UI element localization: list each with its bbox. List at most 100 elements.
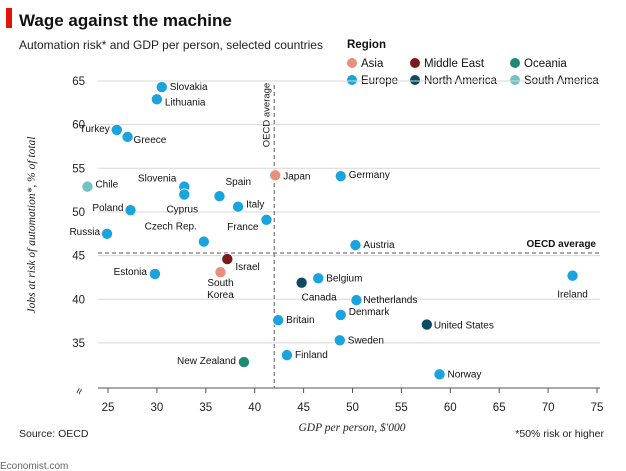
point-label-france: France <box>227 222 259 233</box>
point-italy: Italy <box>232 200 264 213</box>
legend-label-middle-east: Middle East <box>424 58 485 70</box>
point-label-sweden: Sweden <box>348 335 384 346</box>
oecd-reference-lines: OECD average OECD average <box>98 83 600 388</box>
y-tick-label-45: 45 <box>72 251 85 263</box>
y-tick-label-55: 55 <box>72 163 85 175</box>
point-marker-canada <box>295 276 308 289</box>
point-label-cyprus: Cyprus <box>166 204 198 215</box>
point-marker-sweden <box>333 334 346 347</box>
gridlines <box>98 80 600 389</box>
point-marker-poland <box>124 204 137 217</box>
point-france: France <box>227 213 273 233</box>
point-label-belgium: Belgium <box>326 273 362 284</box>
point-poland: Poland <box>92 203 137 217</box>
axis-break-symbol: ≈ <box>73 386 86 396</box>
chart-subtitle: Automation risk* and GDP per person, sel… <box>19 38 323 52</box>
point-south-korea: South Korea <box>207 266 234 301</box>
legend-swatch-middle-east <box>410 58 420 68</box>
title-accent-bar <box>6 8 12 28</box>
point-marker-czech-rep <box>197 235 210 248</box>
chart-title: Wage against the machine <box>19 11 232 30</box>
legend-label-asia: Asia <box>361 58 384 70</box>
point-label-canada: Canada <box>302 293 337 304</box>
point-russia: Russia <box>69 227 114 240</box>
legend-swatch-europe <box>347 75 357 85</box>
point-label-japan: Japan <box>283 171 310 182</box>
point-britain: Britain <box>272 314 315 326</box>
y-tick-label-50: 50 <box>72 207 85 219</box>
point-label-poland: Poland <box>92 203 123 214</box>
point-germany: Germany <box>334 170 390 183</box>
x-tick-label-50: 50 <box>346 402 359 414</box>
point-czech-rep: Czech Rep. <box>145 222 210 248</box>
point-ireland: Ireland <box>557 269 588 301</box>
point-turkey: Turkey <box>80 124 123 136</box>
point-marker-ireland <box>566 269 579 282</box>
point-label-new-zealand: New Zealand <box>177 356 236 367</box>
legend-swatch-south-america <box>510 75 520 85</box>
point-marker-cyprus <box>178 188 191 201</box>
point-marker-finland <box>280 349 293 362</box>
point-label-lithuania: Lithuania <box>165 97 206 108</box>
point-greece: Greece <box>121 130 167 146</box>
point-label-finland: Finland <box>295 350 328 361</box>
point-marker-germany <box>334 170 347 183</box>
point-label-israel: Israel <box>235 262 259 273</box>
point-label-britain: Britain <box>286 315 314 326</box>
point-norway: Norway <box>433 368 481 381</box>
point-label-czech-rep: Czech Rep. <box>145 222 197 233</box>
legend-swatch-asia <box>347 58 357 68</box>
point-estonia: Estonia <box>114 267 161 280</box>
point-marker-austria <box>349 239 362 252</box>
point-new-zealand: New Zealand <box>177 356 250 369</box>
x-tick-label-65: 65 <box>493 402 506 414</box>
point-marker-norway <box>433 368 446 381</box>
point-marker-estonia <box>148 267 161 280</box>
point-marker-greece <box>121 130 134 143</box>
x-tick-label-35: 35 <box>199 402 212 414</box>
point-label-spain: Spain <box>225 177 251 188</box>
point-label-estonia: Estonia <box>114 267 148 278</box>
point-marker-denmark <box>334 308 347 321</box>
x-tick-label-40: 40 <box>248 402 261 414</box>
brand-watermark: Economist.com <box>0 461 68 471</box>
point-marker-spain <box>213 190 226 203</box>
point-label-austria: Austria <box>363 240 395 251</box>
oecd-average-horizontal-label: OECD average <box>527 239 597 250</box>
point-marker-netherlands <box>350 294 363 307</box>
point-marker-belgium <box>312 272 325 285</box>
point-label-denmark: Denmark <box>349 307 391 318</box>
point-austria: Austria <box>349 239 395 252</box>
y-tick-label-40: 40 <box>72 294 85 306</box>
x-tick-label-75: 75 <box>591 402 604 414</box>
point-netherlands: Netherlands <box>350 294 417 307</box>
point-label-italy: Italy <box>246 200 264 211</box>
point-label-russia: Russia <box>69 227 100 238</box>
y-tick-label-60: 60 <box>72 120 85 132</box>
point-japan: Japan <box>269 169 310 182</box>
point-slovakia: Slovakia <box>155 81 208 94</box>
x-axis-label: GDP per person, $'000 <box>298 421 405 434</box>
legend-swatch-oceania <box>510 58 520 68</box>
oecd-average-vertical-label: OECD average <box>261 83 272 147</box>
point-marker-chile <box>81 180 94 193</box>
point-label-slovenia: Slovenia <box>138 174 177 185</box>
point-marker-united-states <box>420 318 433 331</box>
x-tick-label-45: 45 <box>297 402 310 414</box>
point-marker-new-zealand <box>237 356 250 369</box>
footnote: *50% risk or higher <box>515 428 604 440</box>
point-denmark: Denmark <box>334 307 391 321</box>
x-tick-label-60: 60 <box>444 402 457 414</box>
legend-title: Region <box>347 39 386 51</box>
point-marker-japan <box>269 169 282 182</box>
point-marker-turkey <box>110 123 123 136</box>
point-label-south-korea: South Korea <box>207 278 234 301</box>
point-belgium: Belgium <box>312 272 362 285</box>
x-axis-ticks: 25 30 35 40 45 50 55 60 65 70 75 <box>102 388 604 414</box>
point-lithuania: Lithuania <box>150 93 206 108</box>
point-chile: Chile <box>81 180 119 193</box>
x-tick-label-30: 30 <box>151 402 164 414</box>
